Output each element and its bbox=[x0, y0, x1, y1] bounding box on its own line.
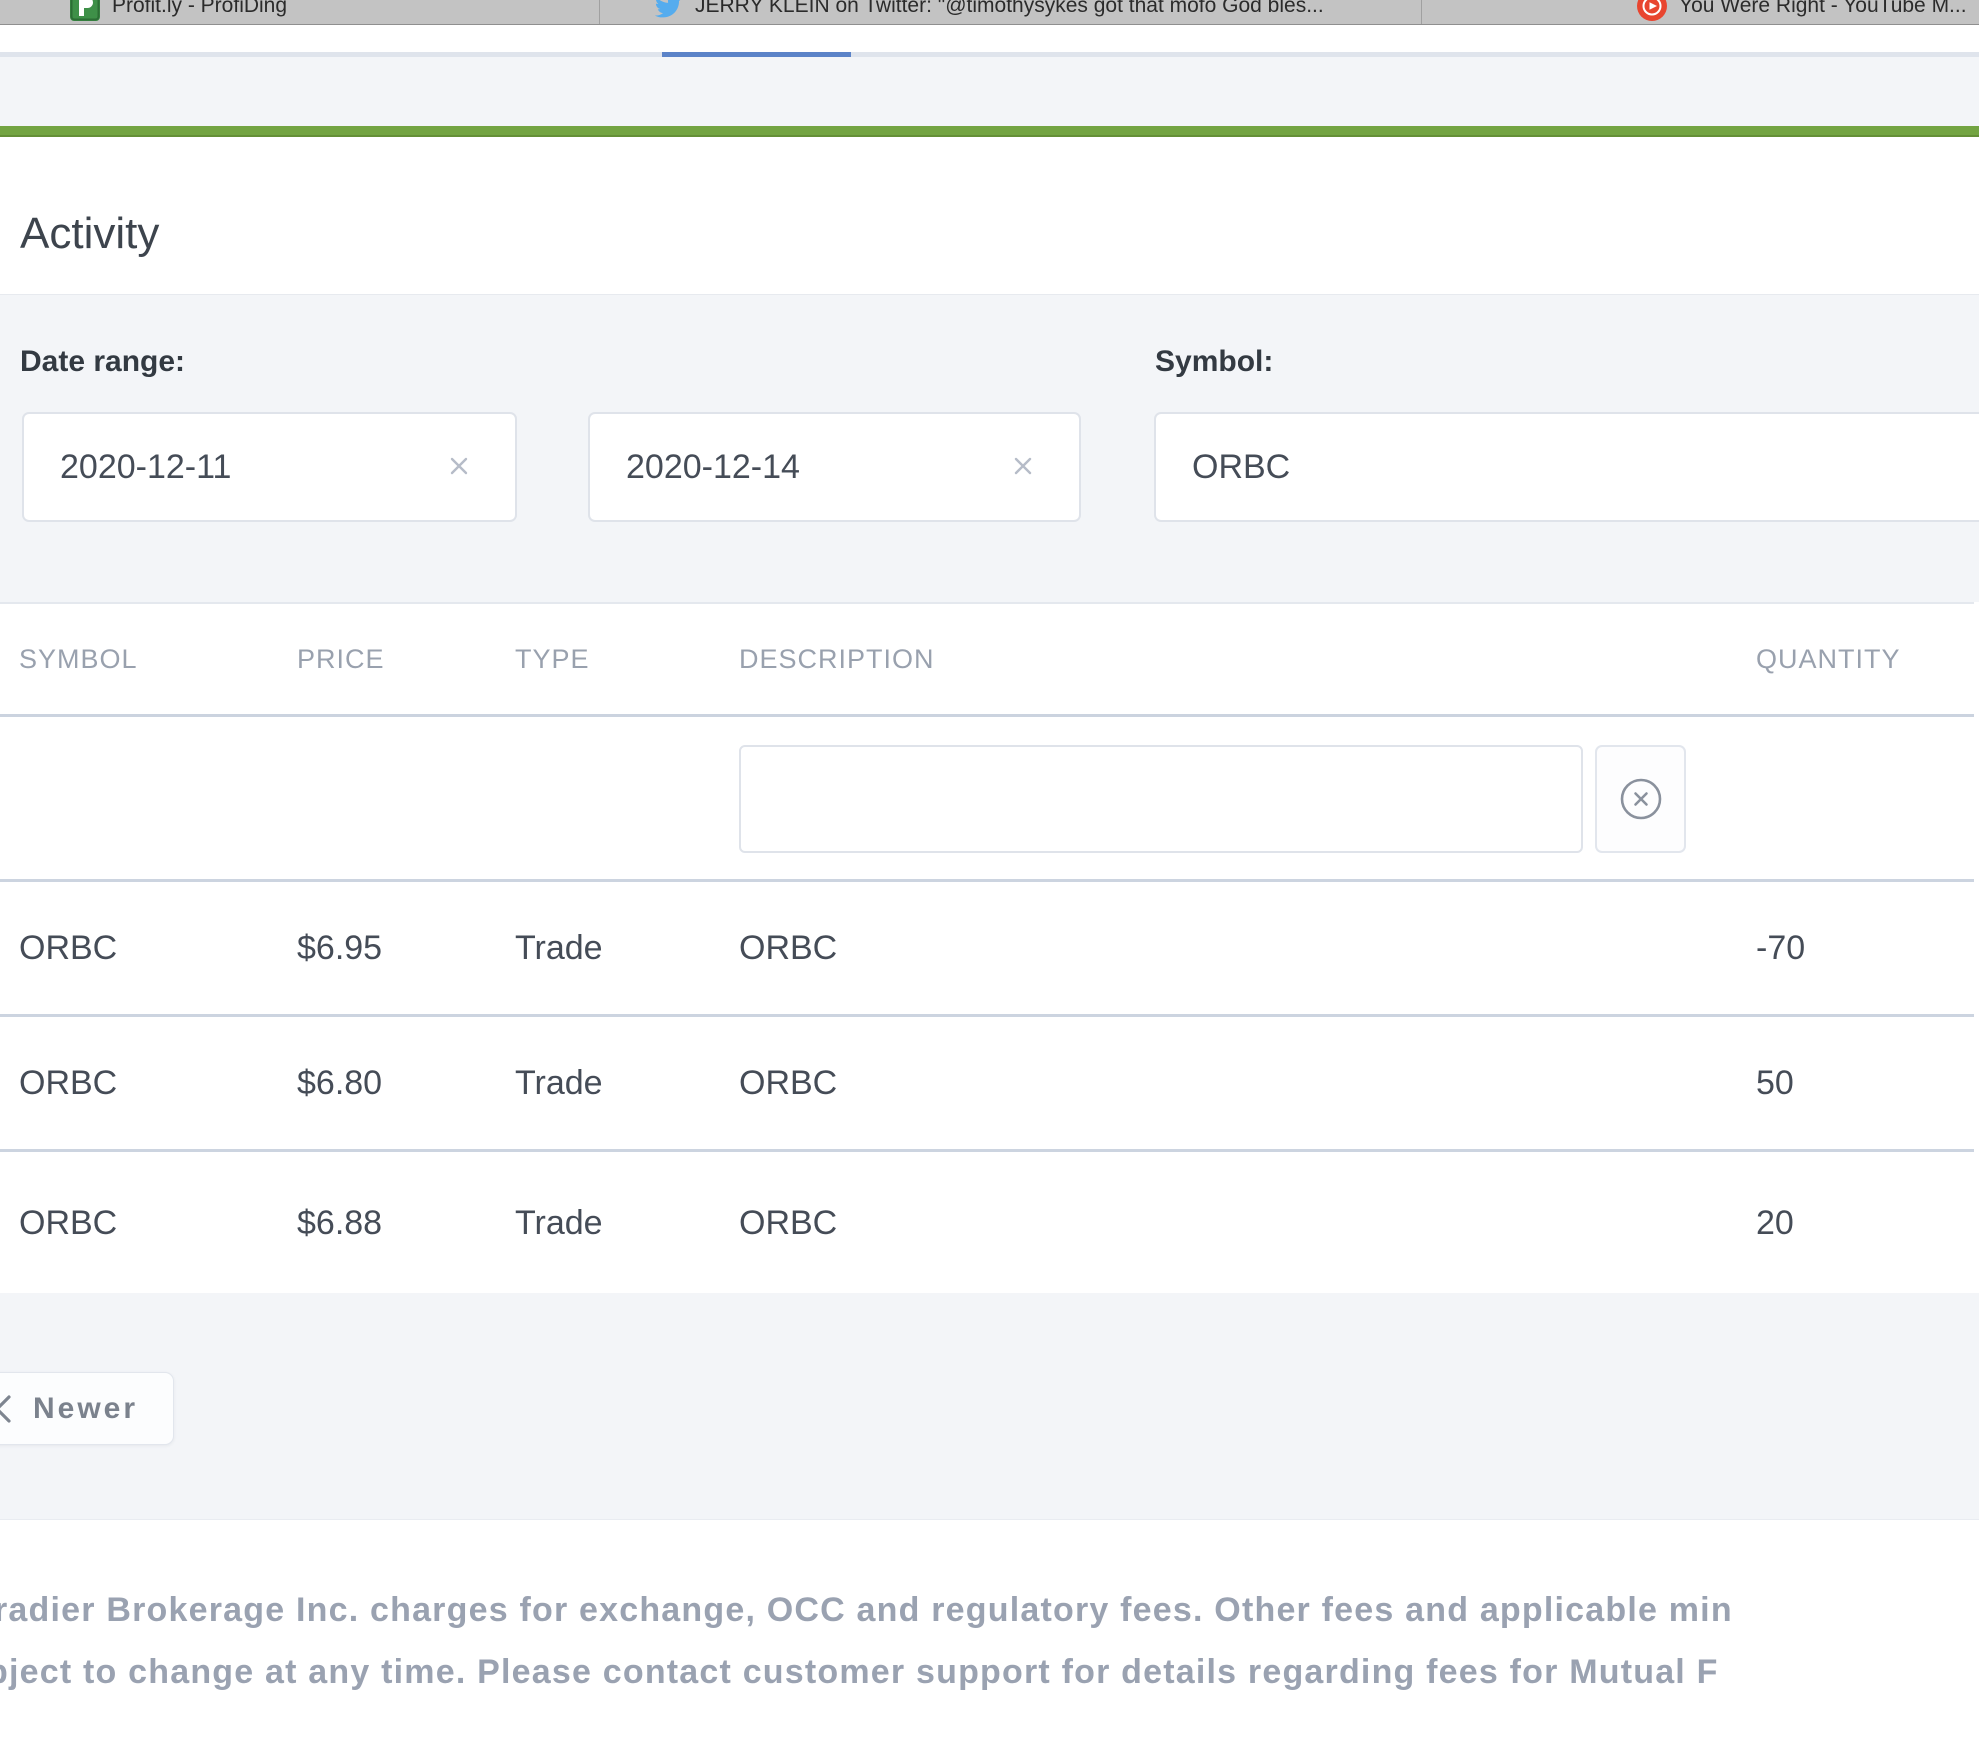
clear-x-icon bbox=[450, 457, 468, 475]
table-row: ORBC $6.88 Trade ORBC 20 bbox=[0, 1149, 1974, 1295]
tab-youtube-content: You Were Right - YouTube M... bbox=[1637, 0, 1967, 23]
cell-price: $6.80 bbox=[297, 1063, 383, 1102]
footer-disclaimer: radier Brokerage Inc. charges for exchan… bbox=[0, 1519, 1979, 1747]
date-range-label: Date range: bbox=[20, 345, 186, 378]
browser-tab-bar: Profit.ly - ProfiDing JERRY KLEIN on Twi… bbox=[0, 0, 1979, 25]
footer-line-1: radier Brokerage Inc. charges for exchan… bbox=[0, 1591, 1733, 1629]
table-filter-row bbox=[0, 717, 1974, 879]
symbol-label: Symbol: bbox=[1155, 345, 1274, 378]
footer-line-2: bject to change at any time. Please cont… bbox=[0, 1653, 1719, 1691]
browser-tab-profitly[interactable]: Profit.ly - ProfiDing bbox=[0, 0, 600, 24]
cell-description: ORBC bbox=[739, 1063, 838, 1102]
tab-profitly-content: Profit.ly - ProfiDing bbox=[70, 0, 287, 23]
table-row: ORBC $6.80 Trade ORBC 50 bbox=[0, 1014, 1974, 1149]
brand-accent-bar bbox=[0, 126, 1979, 137]
description-filter-input[interactable] bbox=[741, 747, 1581, 851]
horizontal-scrollbar-track[interactable] bbox=[0, 52, 1979, 57]
header-symbol: SYMBOL bbox=[19, 644, 138, 674]
description-filter-field bbox=[739, 745, 1583, 853]
cell-description: ORBC bbox=[739, 928, 838, 967]
horizontal-scrollbar-thumb[interactable] bbox=[662, 52, 851, 57]
clear-date-to-button[interactable] bbox=[1007, 451, 1039, 483]
twitter-icon bbox=[654, 0, 680, 17]
date-from-field bbox=[22, 412, 517, 522]
tab-twitter-content: JERRY KLEIN on Twitter: "@timothysykes g… bbox=[654, 0, 1324, 23]
header-price: PRICE bbox=[297, 644, 385, 674]
cell-symbol: ORBC bbox=[19, 928, 118, 967]
activity-header-section: Activity bbox=[0, 137, 1979, 295]
cell-symbol: ORBC bbox=[19, 1063, 118, 1102]
clear-x-icon bbox=[1014, 457, 1032, 475]
cell-quantity: 50 bbox=[1756, 1063, 1794, 1102]
youtube-music-icon bbox=[1637, 0, 1667, 21]
pagination-bar: Newer bbox=[0, 1293, 1979, 1519]
description-filter-clear-button[interactable] bbox=[1595, 745, 1686, 853]
cell-price: $6.88 bbox=[297, 1203, 383, 1242]
symbol-field bbox=[1154, 412, 1979, 522]
symbol-input[interactable] bbox=[1156, 414, 1979, 520]
cell-description: ORBC bbox=[739, 1203, 838, 1242]
tab-youtube-title: You Were Right - YouTube M... bbox=[1679, 0, 1967, 17]
cell-type: Trade bbox=[515, 1063, 603, 1102]
tab-twitter-title: JERRY KLEIN on Twitter: "@timothysykes g… bbox=[695, 0, 1324, 17]
browser-tab-twitter[interactable]: JERRY KLEIN on Twitter: "@timothysykes g… bbox=[599, 0, 1422, 24]
browser-tab-youtube-music[interactable]: You Were Right - YouTube M... bbox=[1421, 0, 1979, 24]
header-description: DESCRIPTION bbox=[739, 644, 935, 674]
cell-price: $6.95 bbox=[297, 928, 383, 967]
chevron-left-icon bbox=[0, 1394, 11, 1423]
tab-profitly-title: Profit.ly - ProfiDing bbox=[112, 0, 288, 17]
newer-button-label: Newer bbox=[33, 1392, 139, 1425]
profitly-favicon-icon bbox=[70, 0, 100, 21]
page-header-strip bbox=[0, 57, 1979, 126]
page-title: Activity bbox=[20, 209, 160, 258]
date-from-input[interactable] bbox=[24, 414, 515, 520]
cell-type: Trade bbox=[515, 1203, 603, 1242]
cell-symbol: ORBC bbox=[19, 1203, 118, 1242]
newer-button[interactable]: Newer bbox=[0, 1372, 174, 1445]
circle-x-icon bbox=[1620, 778, 1661, 820]
header-type: TYPE bbox=[515, 644, 590, 674]
cell-quantity: 20 bbox=[1756, 1203, 1794, 1242]
clear-date-from-button[interactable] bbox=[443, 451, 475, 483]
table-row: ORBC $6.95 Trade ORBC -70 bbox=[0, 879, 1974, 1014]
date-to-field bbox=[588, 412, 1081, 522]
filter-panel: Date range: Symbol: bbox=[0, 295, 1979, 602]
cell-type: Trade bbox=[515, 928, 603, 967]
date-to-input[interactable] bbox=[590, 414, 1079, 520]
table-header-row: SYMBOL PRICE TYPE DESCRIPTION QUANTITY bbox=[0, 604, 1974, 717]
header-quantity: QUANTITY bbox=[1756, 644, 1901, 674]
activity-table: SYMBOL PRICE TYPE DESCRIPTION QUANTITY O… bbox=[0, 602, 1974, 1295]
cell-quantity: -70 bbox=[1756, 928, 1806, 967]
